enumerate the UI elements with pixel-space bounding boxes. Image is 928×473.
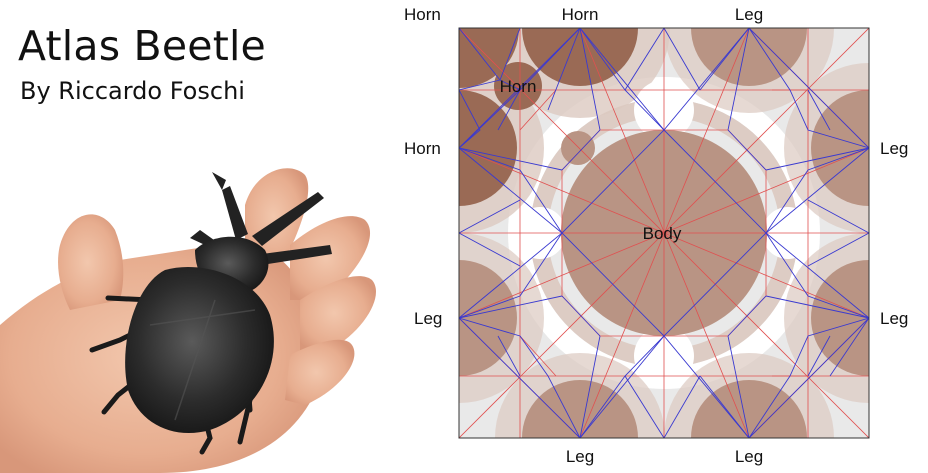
beetle-photo xyxy=(0,168,376,473)
label-horn-top-left: Horn xyxy=(404,5,441,24)
origami-beetle-icon xyxy=(89,172,332,455)
label-horn-inner: Horn xyxy=(500,77,537,96)
mountain-folds xyxy=(459,28,869,438)
label-leg-right-upper: Leg xyxy=(880,139,908,158)
label-leg-left: Leg xyxy=(414,309,442,328)
label-horn-left: Horn xyxy=(404,139,441,158)
page-title: Atlas Beetle xyxy=(18,22,266,70)
label-leg-bottom-left: Leg xyxy=(566,447,594,466)
pattern-border xyxy=(458,27,870,439)
label-leg-bottom-right: Leg xyxy=(735,447,763,466)
label-leg-top-right: Leg xyxy=(735,5,763,24)
label-horn-top-center: Horn xyxy=(562,5,599,24)
author-subtitle: By Riccardo Foschi xyxy=(20,77,245,105)
label-body: Body xyxy=(643,224,682,243)
label-leg-right-lower: Leg xyxy=(880,309,908,328)
